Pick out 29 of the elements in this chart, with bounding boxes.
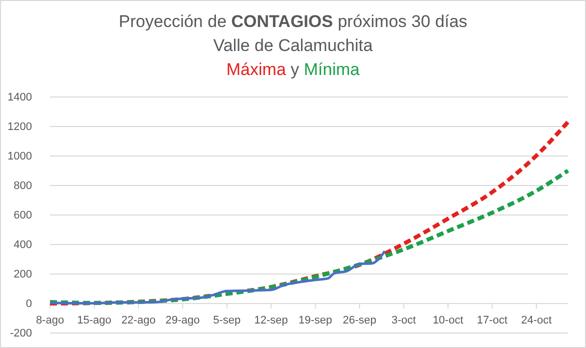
text: y (286, 60, 304, 79)
y-tick-label: -200 (10, 328, 32, 340)
x-tick-label: 5-sep (213, 314, 241, 327)
x-tick-label: 10-oct (432, 314, 464, 327)
chart-subtitle: Valle de Calamuchita (213, 36, 374, 55)
y-tick-label: 400 (14, 239, 32, 252)
y-tick-label: 200 (14, 268, 32, 281)
y-tick-label: 1200 (8, 121, 32, 134)
line-series (48, 168, 570, 305)
chart-title: Proyección de CONTAGIOS próximos 30 días (118, 12, 468, 31)
x-tick-label: 8-ago (36, 314, 64, 327)
x-tick-label: 19-sep (298, 314, 332, 327)
x-tick-label: 3-oct (392, 314, 416, 327)
x-tick-label: 12-sep (254, 314, 288, 327)
x-tick-label: 24-oct (521, 314, 552, 327)
text: Máxima (226, 60, 286, 79)
x-tick-label: 29-ago (166, 314, 200, 327)
y-tick-label: 1000 (8, 150, 32, 163)
x-tick-label: 26-sep (342, 314, 376, 327)
y-tick-label: 600 (14, 210, 32, 222)
x-tick-label: 15-ago (77, 314, 112, 327)
y-tick-label: 1400 (8, 92, 32, 104)
line-series (48, 250, 386, 304)
text: Mínima (304, 60, 360, 79)
x-tick-label: 17-oct (476, 314, 508, 327)
line-series (48, 120, 570, 306)
x-tick-label: 22-ago (121, 314, 156, 327)
y-tick-label: 800 (14, 180, 32, 192)
y-tick-label: 0 (26, 298, 32, 310)
